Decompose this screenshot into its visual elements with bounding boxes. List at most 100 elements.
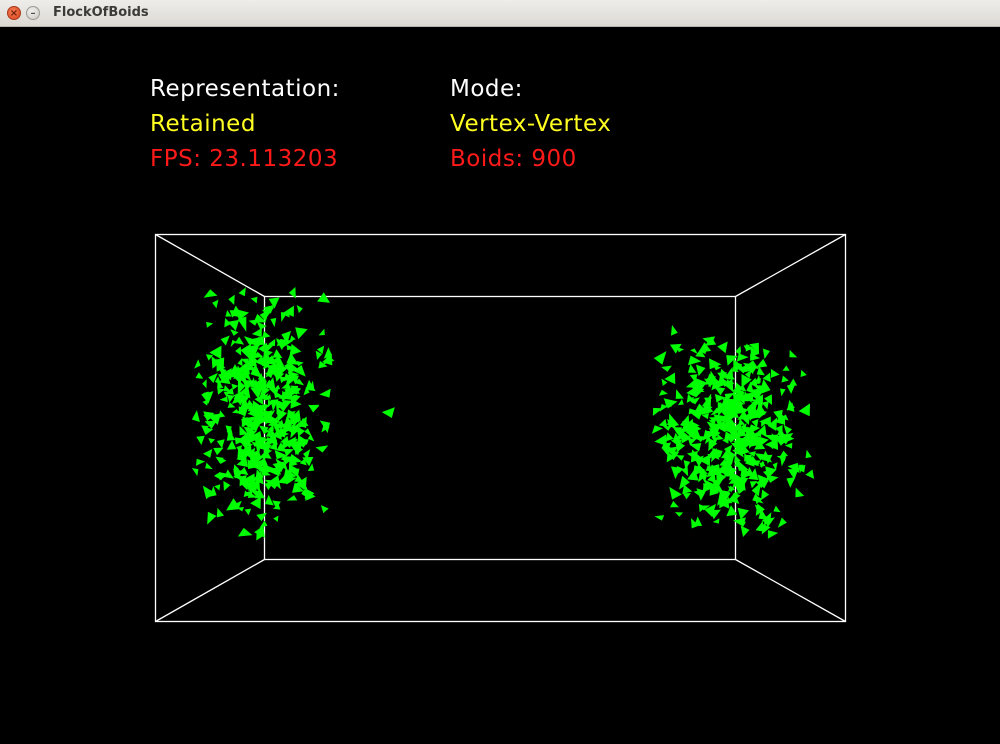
boid [262,307,275,317]
minimize-button[interactable]: – [26,6,40,20]
boid [243,416,251,424]
boid [307,434,315,442]
boid [734,460,740,468]
boid [219,396,228,403]
boid [250,496,261,510]
boid [191,467,199,477]
boid [291,482,305,493]
boid [236,393,246,406]
boid [707,472,716,483]
boid [666,452,676,463]
boid [216,439,225,449]
boid [226,440,237,450]
boid [751,401,758,411]
boid [264,494,274,506]
boid [756,366,765,376]
boid [254,395,264,406]
boid [732,398,744,409]
boid [274,449,288,460]
boid [209,486,217,497]
boid [683,460,691,470]
boid [777,517,787,528]
boid [652,407,663,416]
boid [230,329,239,336]
boid [209,345,222,360]
boid [297,483,305,490]
boid [214,376,222,386]
boid [321,424,330,433]
boid [716,471,727,485]
boid [250,459,263,471]
boid [704,503,716,518]
boid [782,365,790,371]
boid [301,486,310,500]
boid [757,424,767,438]
boid [664,372,676,385]
boid [262,344,271,352]
boid [798,464,804,474]
boid [758,379,771,395]
boid [734,447,739,456]
boid [709,484,720,496]
boid [761,401,769,410]
boid [237,527,253,537]
boid [318,360,328,369]
boid [224,469,234,479]
boid [205,354,214,361]
boid [762,469,771,480]
boid [719,465,727,477]
boid [235,346,242,356]
boid [726,372,735,380]
boid [754,453,767,461]
boid [698,454,711,467]
boid [749,377,758,388]
boid [250,377,256,388]
boid [276,408,287,422]
boid [245,357,257,367]
boid [257,440,271,452]
minimize-icon: – [30,8,36,19]
boids-count: Boids: 900 [450,146,577,172]
boid [717,434,724,440]
boid [750,460,761,467]
boid [276,361,288,378]
boid [240,369,252,382]
boid [708,447,720,460]
boid [732,365,739,373]
boid [658,418,668,427]
boid [211,356,220,369]
boid [304,428,312,437]
boid [734,454,741,463]
boid [259,455,268,469]
boid [689,443,702,452]
boid [265,355,278,367]
boid [270,475,281,490]
boid [289,335,296,342]
boid [266,377,277,393]
world-box [154,233,847,623]
boid [294,474,304,483]
boid [233,468,245,479]
boid [732,491,738,499]
close-button[interactable]: × [7,6,21,20]
boid [305,379,316,392]
boid [236,456,248,468]
boid [744,452,754,462]
boid [275,458,286,472]
boid [239,425,248,436]
boid [727,486,734,493]
representation-label: Representation: [150,76,340,102]
boid [677,347,685,353]
boid [686,450,699,460]
boid [740,467,747,476]
boid [717,489,731,499]
boid [244,508,252,516]
boid [259,520,268,528]
boid [289,409,301,422]
boid [781,414,789,421]
render-canvas[interactable]: Representation: Retained FPS: 23.113203 … [0,27,1000,744]
box-edge-bottom-left [155,558,265,623]
boid [781,375,789,383]
boid [659,403,668,412]
